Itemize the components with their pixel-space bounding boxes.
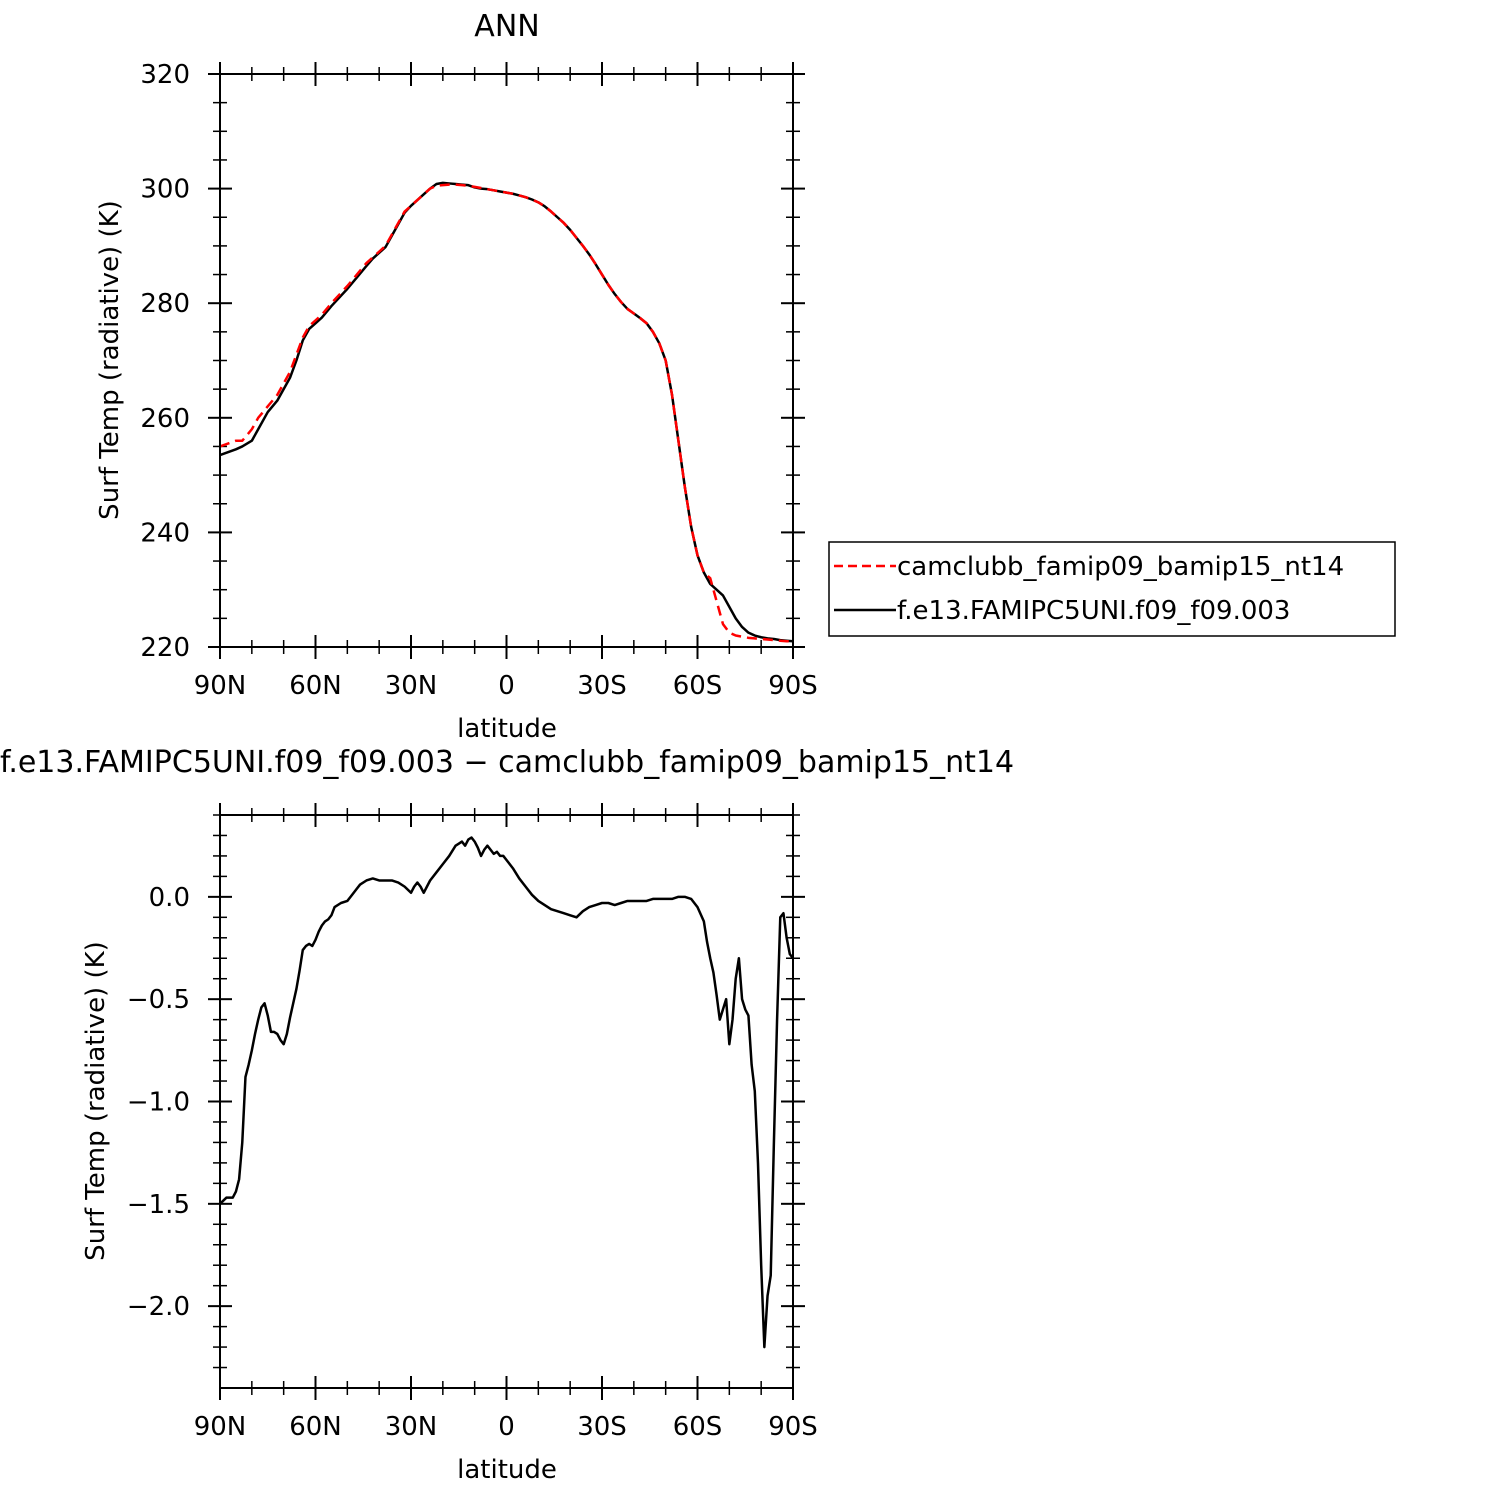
top-chart-title: ANN — [474, 9, 539, 44]
bottom-chart-title: f.e13.FAMIPC5UNI.f09_f09.003 − camclubb_… — [0, 745, 1014, 780]
top-y-tick-label: 220 — [140, 633, 190, 663]
bottom-series-line-1 — [219, 836, 794, 1349]
top-x-tick-label: 90N — [194, 671, 247, 701]
top-x-tick-label: 90S — [768, 671, 818, 701]
top-x-tick-label: 0 — [498, 671, 515, 701]
bottom-x-tick-labels: 90N 60N 30N 0 30S 60S 90S — [194, 1412, 818, 1442]
bottom-y-tick-label: −1.5 — [127, 1190, 190, 1220]
top-chart: ANN 90N 60N 30N 0 30S 60S 90S 220 240 260 280 300 3… — [95, 9, 1396, 744]
bottom-y-tick-label: −2.0 — [127, 1292, 190, 1322]
bottom-x-axis-title: latitude — [457, 1455, 557, 1485]
bottom-x-tick-label: 60S — [673, 1412, 723, 1442]
top-x-tick-label: 60N — [289, 671, 342, 701]
top-y-tick-labels: 220 240 260 280 300 320 — [140, 60, 190, 663]
bottom-y-tick-label: 0.0 — [149, 883, 190, 913]
bottom-x-tick-label: 0 — [498, 1412, 515, 1442]
bottom-y-tick-label: −1.0 — [127, 1088, 190, 1118]
bottom-series-group — [219, 836, 794, 1349]
bottom-y-tick-labels: 0.0 −0.5 −1.0 −1.5 −2.0 — [127, 883, 190, 1322]
legend-box — [828, 541, 1396, 637]
top-x-tick-labels: 90N 60N 30N 0 30S 60S 90S — [194, 671, 818, 701]
bottom-axis-ticks — [208, 803, 805, 1400]
bottom-x-tick-label: 90S — [768, 1412, 818, 1442]
bottom-x-tick-label: 30N — [385, 1412, 438, 1442]
top-x-tick-label: 30S — [577, 671, 627, 701]
top-y-axis-title: Surf Temp (radiative) (K) — [95, 200, 125, 520]
top-x-tick-label: 60S — [673, 671, 723, 701]
bottom-y-axis-title: Surf Temp (radiative) (K) — [81, 941, 111, 1261]
legend: camclubb_famip09_bamip15_nt14 f.e13.FAMI… — [828, 541, 1396, 637]
top-x-tick-label: 30N — [385, 671, 438, 701]
bottom-x-tick-label: 30S — [577, 1412, 627, 1442]
legend-label-series-1: camclubb_famip09_bamip15_nt14 — [897, 552, 1344, 582]
bottom-chart: f.e13.FAMIPC5UNI.f09_f09.003 − camclubb_… — [0, 745, 1014, 1485]
bottom-plot-frame — [219, 814, 794, 1389]
top-x-axis-title: latitude — [457, 714, 557, 744]
top-y-tick-label: 320 — [140, 60, 190, 90]
bottom-x-tick-label: 60N — [289, 1412, 342, 1442]
legend-label-series-2: f.e13.FAMIPC5UNI.f09_f09.003 — [897, 596, 1290, 626]
top-y-tick-label: 280 — [140, 289, 190, 319]
bottom-y-tick-label: −0.5 — [127, 985, 190, 1015]
top-y-tick-label: 240 — [140, 518, 190, 548]
top-series-group — [219, 181, 794, 643]
top-axis-ticks — [208, 62, 805, 659]
bottom-x-tick-label: 90N — [194, 1412, 247, 1442]
top-plot-frame — [219, 73, 794, 648]
top-y-tick-label: 260 — [140, 404, 190, 434]
top-y-tick-label: 300 — [140, 175, 190, 205]
top-series-line-1 — [219, 183, 793, 643]
top-series-line-2 — [219, 181, 794, 643]
